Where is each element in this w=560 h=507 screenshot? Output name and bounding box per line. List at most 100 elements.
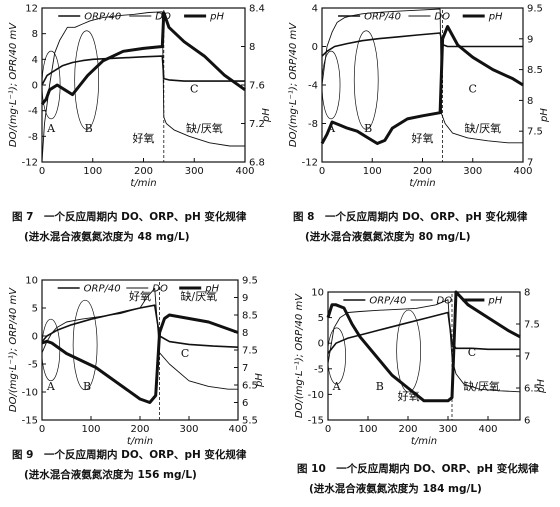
highlight-a [327, 327, 346, 385]
y2-tick-label: 8 [242, 328, 248, 339]
y2-tick-label: 7.5 [524, 320, 540, 331]
annotation-3: 好氧 [133, 131, 155, 145]
series-line-orp-40 [41, 55, 245, 86]
annotation-2: C [181, 347, 189, 360]
x-tick-label: 200 [130, 424, 149, 435]
annotation-2: C [190, 83, 198, 96]
chart-7: 0 100 200 300 400 -12 -8 -4 0 4 8 12 6.8 7.2 7.6 8 8.4 t/… [8, 4, 272, 244]
x-tick-label: 400 [478, 424, 497, 435]
y-tick-label: 0 [32, 332, 38, 343]
y2-tick-label: 6.5 [524, 384, 540, 395]
y2-tick-label: 6.5 [242, 381, 258, 392]
y2-tick-label: 6.8 [249, 158, 265, 169]
figure-caption: 图 8 一个反应周期内 DO、ORP、pH 变化规律 [293, 210, 528, 223]
series-line-ph [40, 11, 246, 106]
series-line-do [41, 11, 245, 163]
y2-tick-label: 8 [527, 96, 533, 107]
series-line-orp-40 [327, 311, 520, 354]
y2-tick-label: 6 [242, 398, 248, 409]
x-tick-label: 0 [325, 424, 331, 435]
y-tick-label: -8 [308, 119, 318, 130]
annotation-4: 缺/厌氧 [463, 379, 500, 393]
x-tick-label: 300 [185, 166, 204, 177]
series-line-do [321, 8, 523, 144]
annotation-4: 缺/厌氧 [180, 289, 217, 303]
y2-tick-label: 7.5 [527, 127, 543, 138]
y2-tick-label: 8.5 [242, 311, 258, 322]
y-tick-label: -4 [308, 81, 318, 92]
annotation-4: 缺/厌氧 [186, 121, 223, 135]
y-tick-label: -12 [22, 158, 38, 169]
y-tick-label: -8 [28, 132, 38, 143]
highlight-a [41, 318, 61, 382]
annotation-2: C [469, 83, 477, 96]
y-tick-label: 8 [32, 29, 38, 40]
y-tick-label: 10 [25, 276, 38, 287]
chart-10: 0 100 200 300 400 -15 -10 -5 0 5 10 6 6.5 7 7.5 8 t/min D… [294, 288, 547, 496]
highlight-b [74, 30, 100, 130]
annotation-3: 好氧 [129, 289, 151, 303]
x-axis-label: t/min [127, 436, 153, 447]
x-tick-label: 300 [179, 424, 198, 435]
series-line-ph [320, 25, 524, 145]
annotation-3: 好氧 [412, 131, 434, 145]
y2-tick-label: 9 [242, 293, 248, 304]
y-tick-label: -10 [308, 390, 324, 401]
annotation-0: A [46, 122, 56, 135]
y-tick-label: -15 [308, 416, 324, 427]
y-tick-label: -12 [302, 158, 318, 169]
y-tick-label: -15 [22, 416, 38, 427]
x-tick-label: 400 [513, 166, 532, 177]
annotation-1: B [376, 380, 384, 393]
annotation-0: A [332, 380, 342, 393]
y-axis-label: DO/(mg·L⁻¹); ORP/40 mV [288, 22, 299, 147]
x-tick-label: 300 [438, 424, 457, 435]
annotation-0: A [326, 122, 336, 135]
y2-tick-label: 7 [527, 158, 533, 169]
legend-label-0: ORP/40 [369, 296, 406, 307]
y2-tick-label: 7.6 [249, 81, 265, 92]
x-tick-label: 200 [398, 424, 417, 435]
legend-label-1: DO [152, 284, 168, 295]
y-tick-label: 10 [311, 288, 324, 299]
legend-label-0: ORP/40 [84, 284, 121, 295]
chart-9: 0 100 200 300 400 -15 -10 -5 0 5 10 5.5 6 6.5 7 7.5 8 8.5… [8, 276, 265, 482]
figure-caption: 图 9 一个反应周期内 DO、ORP、pH 变化规律 [12, 448, 247, 461]
highlight-b [72, 299, 98, 391]
chart-8: 0 100 200 300 400 -12 -8 -4 0 4 7 7.5 8 8.5 9 9.5 t/min D… [288, 4, 550, 244]
y-tick-label: -4 [28, 106, 38, 117]
y-tick-label: 0 [312, 42, 318, 53]
y2-axis-label: pH [261, 108, 272, 123]
annotation-3: 好氧 [398, 389, 420, 403]
y-tick-label: 4 [32, 55, 38, 66]
legend-label-2: pH [204, 284, 219, 295]
y2-tick-label: 7 [242, 363, 248, 374]
y2-tick-label: 7.2 [249, 119, 265, 130]
annotation-1: B [83, 380, 91, 393]
x-tick-label: 400 [228, 424, 247, 435]
figure-subcaption: (进水混合液氨氮浓度为 156 mg/L) [24, 468, 197, 481]
highlight-a [321, 50, 341, 120]
y-axis-label: DO/(mg·L⁻¹); OPR/40 mV [8, 22, 19, 147]
y-tick-label: -5 [28, 360, 38, 371]
y2-tick-label: 8 [249, 42, 255, 53]
y-tick-label: -5 [314, 364, 324, 375]
highlight-a [41, 50, 61, 120]
x-axis-label: t/min [130, 178, 156, 189]
series-line-ph [326, 290, 521, 403]
figure-subcaption: (进水混合液氨氮浓度为 48 mg/L) [24, 230, 190, 243]
legend-label-2: pH [487, 296, 502, 307]
y-tick-label: 12 [25, 4, 38, 15]
y-tick-label: -10 [22, 388, 38, 399]
y-tick-label: 5 [32, 304, 38, 315]
y-axis-label: DO/(mg·L⁻¹); ORP/40 mV [8, 287, 19, 412]
x-tick-label: 100 [83, 166, 102, 177]
y2-tick-label: 7.5 [242, 346, 258, 357]
y-axis-label: DO/(mg·L⁻¹); ORP/40 mV [294, 293, 305, 418]
annotation-0: A [46, 380, 56, 393]
y2-tick-label: 6 [524, 416, 530, 427]
x-tick-label: 100 [81, 424, 100, 435]
y2-axis-label: pH [539, 108, 550, 123]
x-tick-label: 200 [134, 166, 153, 177]
